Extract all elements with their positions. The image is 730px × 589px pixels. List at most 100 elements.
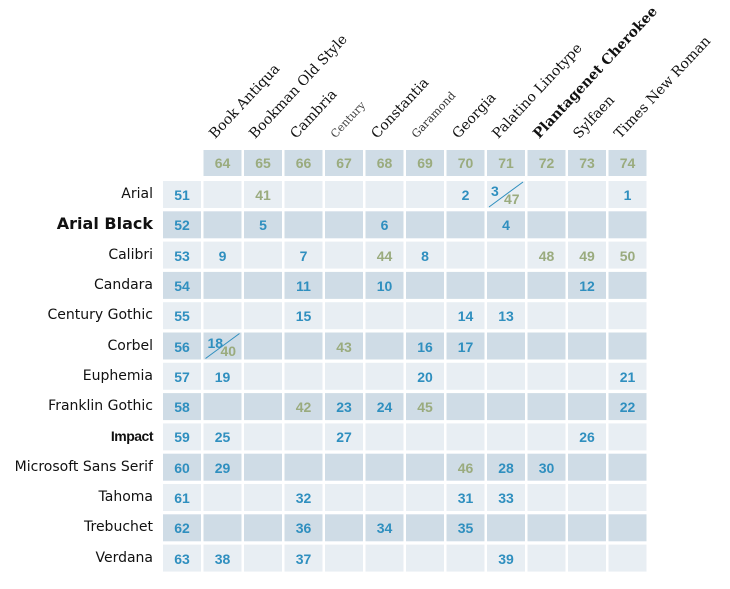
- table-cell: [446, 241, 485, 269]
- cell-value: 2: [461, 187, 470, 203]
- table-cell: [487, 484, 525, 511]
- cell-value: 1: [623, 187, 632, 203]
- table-cell: [365, 423, 404, 451]
- table-cell: [406, 271, 444, 299]
- table-cell: [284, 362, 323, 390]
- table-cell: [284, 514, 323, 542]
- table-cell: [163, 362, 201, 390]
- table-cell: [568, 453, 606, 481]
- table-cell: [284, 484, 323, 511]
- table-cell: [487, 544, 525, 572]
- table-cell: [365, 271, 404, 299]
- cell-value: 18: [207, 334, 224, 351]
- table-cell: [527, 271, 566, 299]
- row-font-name: Franklin Gothic: [48, 398, 153, 415]
- table-cell: [527, 211, 566, 239]
- row-font-name: Calibri: [108, 246, 153, 263]
- row-code: 57: [174, 368, 190, 385]
- table-cell: [244, 423, 282, 451]
- table-cell: [325, 423, 363, 451]
- header-cell: [244, 150, 282, 176]
- table-cell: [446, 362, 485, 390]
- table-cell: [406, 241, 444, 269]
- cell-value: 14: [457, 308, 474, 325]
- table-cell: [527, 544, 566, 572]
- cell-value: 45: [417, 399, 433, 416]
- cell-value-secondary: 40: [220, 342, 237, 359]
- table-cell: [244, 514, 282, 542]
- table-cell: [406, 211, 444, 239]
- table-cell: [284, 271, 323, 299]
- table-cell: [163, 484, 201, 511]
- row-code: 54: [174, 277, 190, 294]
- row-code: 59: [174, 429, 190, 446]
- table-cell: [325, 514, 363, 542]
- table-cell: [406, 544, 444, 572]
- table-cell: [608, 453, 647, 481]
- table-cell: [568, 181, 606, 208]
- table-cell: [203, 271, 242, 299]
- table-cell: [406, 302, 444, 330]
- cell-value: 41: [255, 187, 271, 203]
- row-font-name: Century Gothic: [47, 307, 153, 324]
- cell-value: 49: [579, 247, 595, 264]
- table-cell: [568, 484, 606, 511]
- table-cell: [163, 393, 201, 421]
- table-cell: [568, 362, 606, 390]
- table-cell: [568, 211, 606, 239]
- table-cell: [527, 362, 566, 390]
- split-diagonal: [205, 333, 240, 359]
- table-cell: [608, 271, 647, 299]
- table-cell: [203, 302, 242, 330]
- cell-value: 12: [579, 277, 595, 294]
- header-cell: [608, 150, 647, 176]
- table-cell: [446, 423, 485, 451]
- table-cell: [163, 302, 201, 330]
- row-code: 61: [174, 490, 190, 506]
- cell-value: 4: [502, 217, 510, 234]
- cell-value: 42: [295, 399, 312, 416]
- cell-value: 16: [417, 338, 433, 355]
- table-cell: [527, 393, 566, 421]
- cell-value: 3: [491, 183, 499, 199]
- cell-value: 15: [295, 308, 312, 325]
- row-font-name: Corbel: [107, 337, 154, 354]
- table-cell: [203, 181, 242, 208]
- cell-value: 17: [457, 338, 474, 355]
- table-cell: [487, 423, 525, 451]
- table-cell: [284, 302, 323, 330]
- table-cell: [608, 362, 647, 390]
- row-code: 56: [174, 338, 190, 355]
- table-cell: [568, 393, 606, 421]
- table-cell: [203, 362, 242, 390]
- table-cell: [244, 332, 282, 360]
- cell-value: 28: [498, 459, 514, 476]
- table-cell: [487, 271, 525, 299]
- cell-value: 35: [457, 520, 474, 537]
- table-cell: [244, 362, 282, 390]
- table-cell: [325, 453, 363, 481]
- header-cell: [568, 150, 606, 176]
- table-cell: [568, 332, 606, 360]
- table-cell: [365, 484, 404, 511]
- cell-value: 6: [380, 217, 389, 234]
- table-cell: [406, 181, 444, 208]
- table-cell: [446, 514, 485, 542]
- table-cell: [163, 271, 201, 299]
- table-cell: [406, 484, 444, 511]
- row-font-name: Euphemia: [82, 367, 153, 384]
- table-cell: [365, 211, 404, 239]
- table-cell: [325, 362, 363, 390]
- table-cell: [365, 241, 404, 269]
- cell-value: 10: [376, 277, 393, 294]
- row-font-name: Tahoma: [98, 489, 153, 505]
- table-cell: [527, 514, 566, 542]
- table-cell: [284, 393, 323, 421]
- table-cell: [487, 393, 525, 421]
- row-font-name: Arial Black: [56, 214, 153, 234]
- column-code: 65: [255, 155, 271, 171]
- table-cell: [365, 393, 404, 421]
- header-cell: [487, 150, 525, 176]
- table-cell: [406, 453, 444, 481]
- table-cell: [163, 211, 201, 239]
